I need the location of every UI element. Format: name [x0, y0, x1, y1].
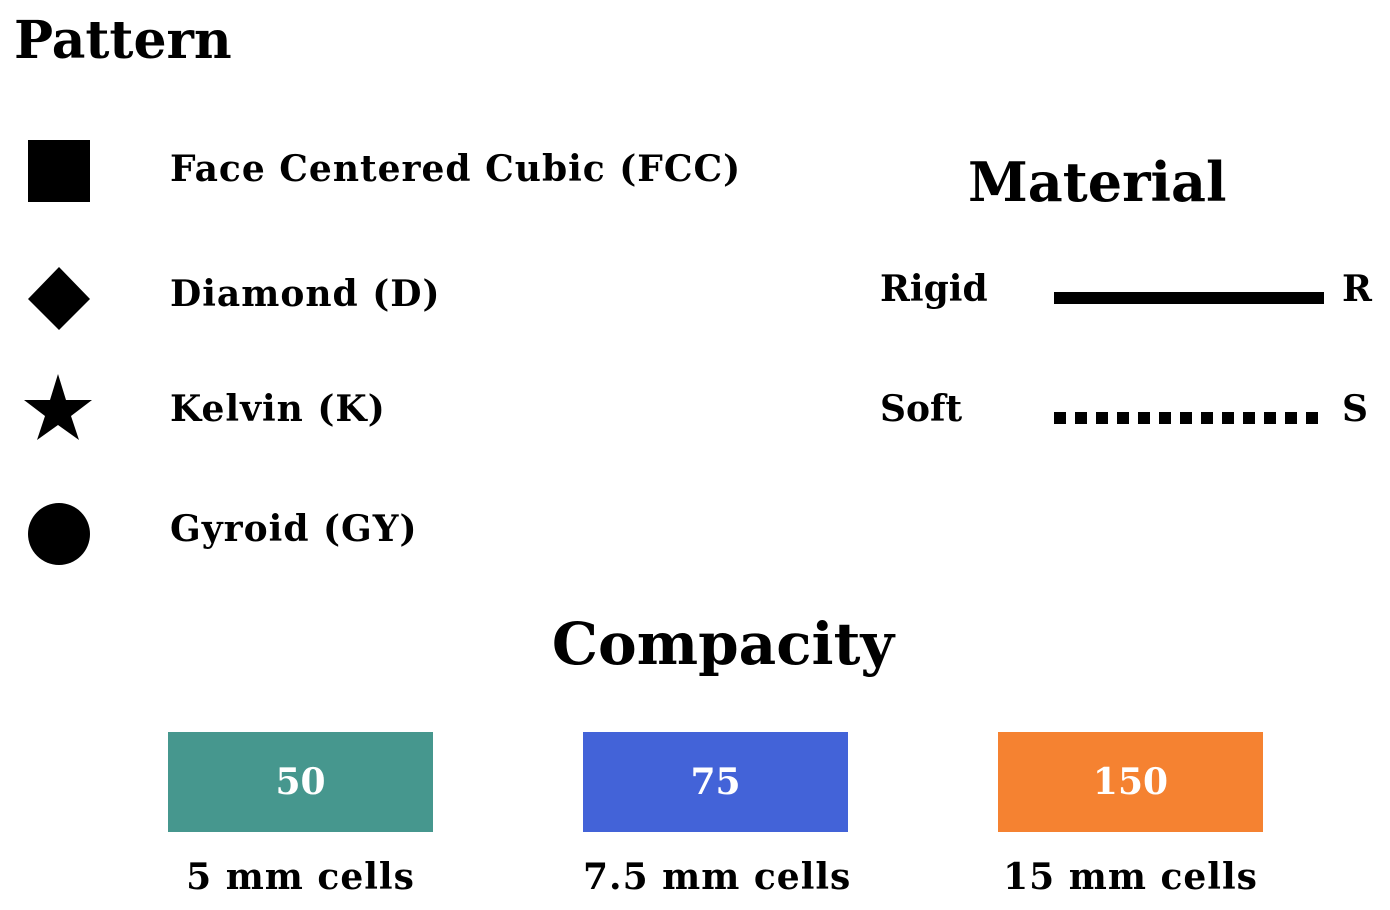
compacity-value-150: 150 [1092, 761, 1169, 803]
pattern-item-diamond: Diamond (D) [0, 255, 800, 335]
diamond-icon [28, 267, 90, 330]
pattern-label-fcc: Face Centered Cubic (FCC) [170, 148, 742, 190]
compacity-title: Compacity [551, 610, 895, 678]
material-label-soft: Soft [880, 388, 963, 430]
pattern-item-kelvin: Kelvin (K) [0, 370, 800, 450]
compacity-swatch-75: 75 [583, 732, 848, 832]
compacity-item-150: 150 15 mm cells [998, 732, 1263, 898]
material-abbr-soft: S [1342, 388, 1368, 430]
compacity-caption-50: 5 mm cells [186, 856, 415, 898]
material-item-soft: Soft S [870, 382, 1385, 442]
pattern-title: Pattern [14, 10, 232, 71]
material-title: Material [968, 150, 1227, 214]
compacity-swatch-50: 50 [168, 732, 433, 832]
compacity-item-50: 50 5 mm cells [168, 732, 433, 898]
compacity-caption-150: 15 mm cells [1003, 856, 1258, 898]
compacity-caption-75: 7.5 mm cells [583, 856, 852, 898]
pattern-label-gyroid: Gyroid (GY) [170, 508, 418, 550]
circle-icon [28, 503, 90, 565]
compacity-swatch-150: 150 [998, 732, 1263, 832]
pattern-label-kelvin: Kelvin (K) [170, 388, 386, 430]
pattern-label-diamond: Diamond (D) [170, 273, 441, 315]
compacity-value-75: 75 [690, 761, 741, 803]
compacity-item-75: 75 7.5 mm cells [583, 732, 852, 898]
dotted-line-icon [1054, 412, 1324, 424]
material-label-rigid: Rigid [880, 268, 988, 310]
material-item-rigid: Rigid R [870, 262, 1385, 322]
square-icon [28, 140, 90, 202]
pattern-item-gyroid: Gyroid (GY) [0, 490, 800, 570]
compacity-value-50: 50 [275, 761, 326, 803]
star-icon [24, 374, 92, 440]
pattern-item-fcc: Face Centered Cubic (FCC) [0, 130, 800, 210]
material-abbr-rigid: R [1342, 268, 1372, 310]
solid-line-icon [1054, 292, 1324, 304]
